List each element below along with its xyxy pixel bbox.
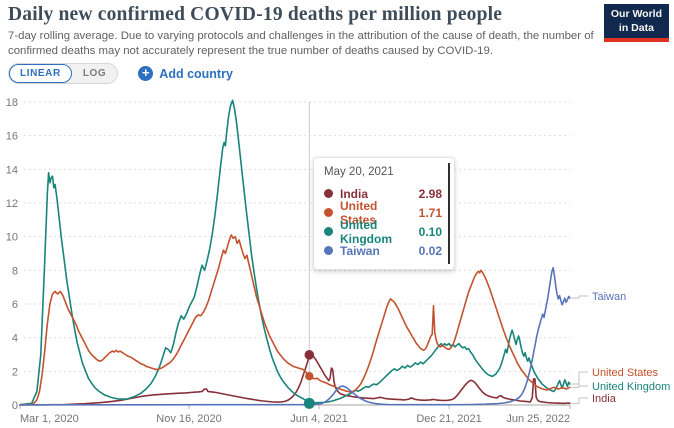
tooltip-series-value: 2.98 xyxy=(418,186,442,201)
tooltip-rows: India 2.98 United States 1.71 United Kingdom… xyxy=(324,184,442,260)
series-line-united-kingdom xyxy=(19,99,571,406)
owid-logo-line1: Our World xyxy=(610,8,662,20)
tooltip-date: May 20, 2021 xyxy=(324,166,394,178)
tooltip-series-name: Taiwan xyxy=(340,243,380,258)
tooltip-series-name: India xyxy=(340,186,369,201)
tooltip: May 20, 2021 India 2.98 United States 1.71 U… xyxy=(313,157,455,270)
x-tick-label: Jun 25, 2022 xyxy=(506,413,570,425)
end-label-united-states[interactable]: United States xyxy=(592,367,659,379)
chart-header: Daily new confirmed COVID-19 deaths per … xyxy=(8,2,608,59)
y-tick-label: 12 xyxy=(6,198,18,210)
end-label-connector xyxy=(572,397,588,404)
tooltip-series-name: United States xyxy=(340,198,378,227)
x-tick-label: Nov 16, 2020 xyxy=(156,413,221,425)
hover-dot-united-states xyxy=(305,372,314,381)
hover-dot-united-kingdom xyxy=(303,397,315,409)
series-dot-icon xyxy=(324,189,333,198)
series-line-united-states xyxy=(19,234,571,406)
y-tick-label: 0 xyxy=(12,400,18,412)
add-country-label: Add country xyxy=(159,66,233,81)
tooltip-row: India 2.98 xyxy=(324,184,442,203)
tooltip-row: United States 1.71 xyxy=(324,199,442,227)
y-tick-label: 18 xyxy=(6,97,18,109)
add-country-button[interactable]: + Add country xyxy=(138,66,233,81)
tooltip-row: Taiwan 0.02 xyxy=(324,241,442,260)
y-tick-label: 16 xyxy=(6,131,18,143)
series-line-taiwan xyxy=(19,266,571,406)
end-label-india[interactable]: India xyxy=(592,393,617,405)
y-tick-label: 10 xyxy=(6,232,18,244)
end-label-united-kingdom[interactable]: United Kingdom xyxy=(592,381,670,393)
owid-logo-line2: in Data xyxy=(618,21,654,34)
tooltip-series-value: 1.71 xyxy=(418,205,442,220)
tooltip-cursor-bar xyxy=(448,163,450,264)
tooltip-row: United Kingdom 0.10 xyxy=(324,218,442,246)
y-tick-label: 2 xyxy=(12,366,18,378)
log-scale-button[interactable]: LOG xyxy=(72,64,117,83)
page-title: Daily new confirmed COVID-19 deaths per … xyxy=(8,4,503,25)
end-label-connector xyxy=(572,383,588,387)
x-tick-label: Mar 1, 2020 xyxy=(20,413,79,425)
hover-dot-india xyxy=(304,350,315,360)
y-tick-label: 8 xyxy=(12,265,18,277)
series-dot-icon xyxy=(324,246,333,255)
y-tick-label: 6 xyxy=(12,299,18,311)
linear-scale-button[interactable]: LINEAR xyxy=(9,64,72,83)
plus-icon: + xyxy=(138,66,154,81)
x-tick-label: Dec 21, 2021 xyxy=(416,413,481,425)
y-tick-label: 4 xyxy=(12,333,18,345)
chart-subtitle: 7-day rolling average. Due to varying pr… xyxy=(8,30,594,58)
tooltip-series-value: 0.02 xyxy=(418,243,442,258)
series-dot-icon xyxy=(324,227,333,236)
series-line-india xyxy=(19,353,571,406)
chart-controls: LINEAR LOG + Add country xyxy=(8,63,233,84)
series-dot-icon xyxy=(324,208,333,217)
end-label-connector xyxy=(572,371,588,388)
tooltip-series-name: United Kingdom xyxy=(340,217,392,246)
end-label-taiwan[interactable]: Taiwan xyxy=(592,291,626,303)
tooltip-series-value: 0.10 xyxy=(418,224,442,239)
y-tick-label: 14 xyxy=(6,164,18,176)
end-label-connector xyxy=(572,295,588,299)
scale-toggle: LINEAR LOG xyxy=(8,63,119,84)
owid-logo[interactable]: Our World in Data xyxy=(603,4,669,43)
x-tick-label: Jun 4, 2021 xyxy=(290,413,348,425)
